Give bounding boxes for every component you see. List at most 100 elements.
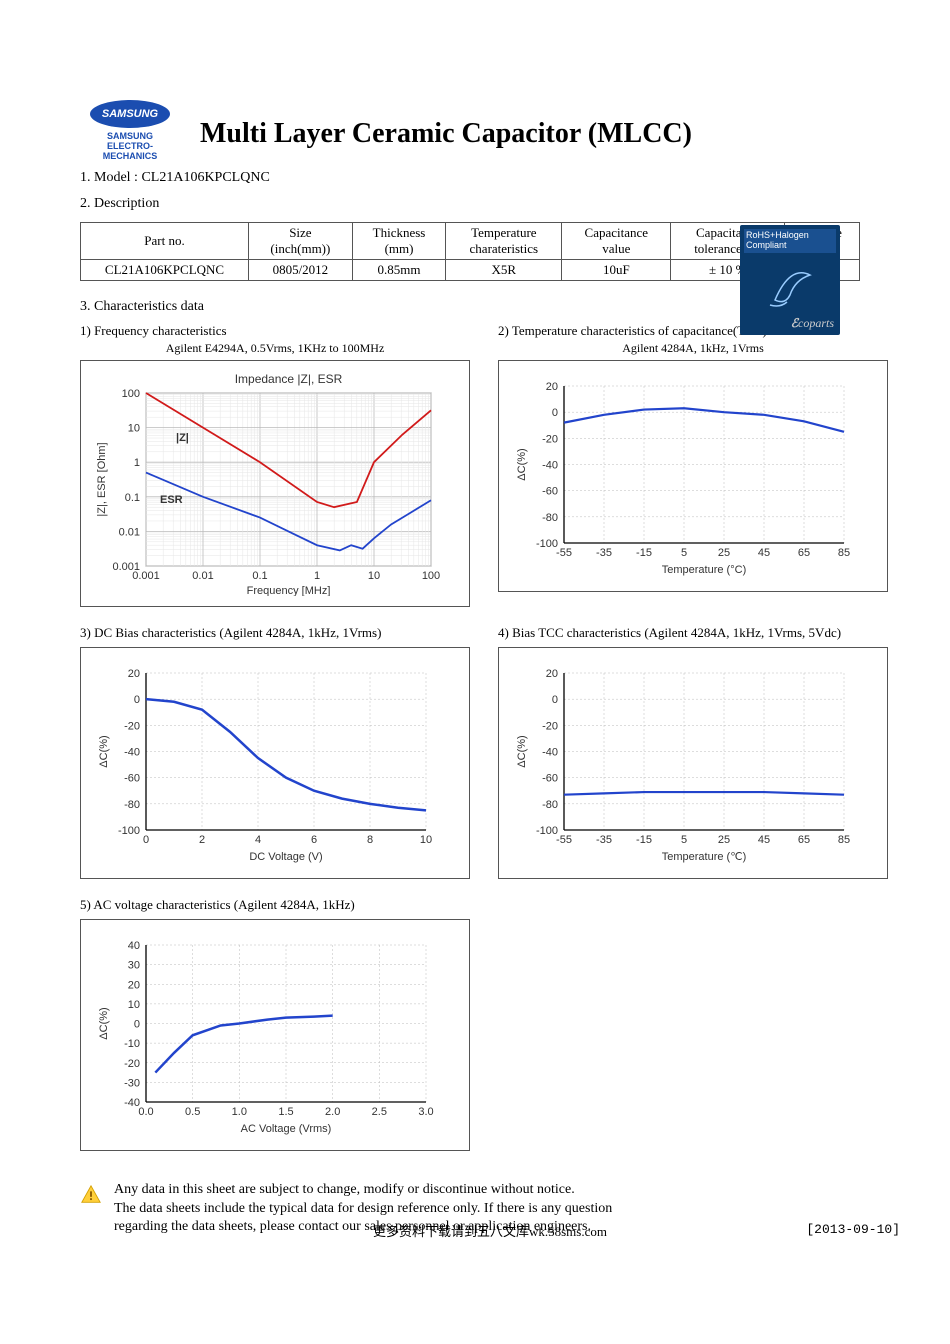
chart3-title: 3) DC Bias characteristics (Agilent 4284… xyxy=(80,625,470,641)
svg-text:0.01: 0.01 xyxy=(119,526,140,538)
chart1-sub: Agilent E4294A, 0.5Vrms, 1KHz to 100MHz xyxy=(80,341,470,356)
svg-text:0: 0 xyxy=(134,1018,140,1030)
chart-biastcc: 4) Bias TCC characteristics (Agilent 428… xyxy=(498,625,888,879)
svg-text:-55: -55 xyxy=(556,547,572,559)
svg-text:ΔC(%): ΔC(%) xyxy=(516,448,528,480)
svg-text:10: 10 xyxy=(368,570,380,582)
svg-text:-20: -20 xyxy=(124,720,140,732)
svg-text:ΔC(%): ΔC(%) xyxy=(516,735,528,767)
svg-text:-20: -20 xyxy=(542,720,558,732)
svg-text:10: 10 xyxy=(420,834,432,846)
svg-text:4: 4 xyxy=(255,834,261,846)
chart-dcbias: 3) DC Bias characteristics (Agilent 4284… xyxy=(80,625,470,879)
table-cell: 0.85mm xyxy=(352,259,446,280)
page-title: Multi Layer Ceramic Capacitor (MLCC) xyxy=(200,118,692,150)
svg-text:-15: -15 xyxy=(636,834,652,846)
svg-text:25: 25 xyxy=(718,547,730,559)
desc-heading: 2. Description xyxy=(80,196,900,212)
svg-text:ΔC(%): ΔC(%) xyxy=(98,1007,110,1039)
table-header: Capacitancevalue xyxy=(562,222,671,259)
model-line: 1. Model : CL21A106KPCLQNC xyxy=(80,170,900,186)
svg-text:-100: -100 xyxy=(536,825,558,837)
svg-text:5: 5 xyxy=(681,547,687,559)
svg-text:0: 0 xyxy=(552,407,558,419)
table-header: Part no. xyxy=(81,222,249,259)
leaf-icon xyxy=(765,260,815,310)
svg-text:DC Voltage (V): DC Voltage (V) xyxy=(249,851,322,863)
table-cell: CL21A106KPCLQNC xyxy=(81,259,249,280)
svg-text:2.5: 2.5 xyxy=(372,1106,387,1118)
svg-text:-35: -35 xyxy=(596,547,612,559)
svg-text:5: 5 xyxy=(681,834,687,846)
svg-text:2: 2 xyxy=(199,834,205,846)
svg-text:85: 85 xyxy=(838,547,850,559)
chart5-title: 5) AC voltage characteristics (Agilent 4… xyxy=(80,897,470,913)
table-header: Thickness(mm) xyxy=(352,222,446,259)
svg-text:-40: -40 xyxy=(124,1097,140,1109)
svg-text:10: 10 xyxy=(128,422,140,434)
svg-text:6: 6 xyxy=(311,834,317,846)
svg-text:100: 100 xyxy=(422,570,440,582)
chart-frequency: 1) Frequency characteristics Agilent E42… xyxy=(80,323,470,607)
svg-text:0.1: 0.1 xyxy=(252,570,267,582)
svg-text:100: 100 xyxy=(122,388,140,400)
footer-l1: Any data in this sheet are subject to ch… xyxy=(114,1182,575,1197)
svg-text:-40: -40 xyxy=(124,746,140,758)
chart1-title: 1) Frequency characteristics xyxy=(80,323,470,339)
eco-badge: RoHS+Halogen Compliant ℰEcopartscoparts xyxy=(740,225,840,335)
table-header: Temperaturecharateristics xyxy=(446,222,562,259)
svg-text:-40: -40 xyxy=(542,459,558,471)
svg-text:-35: -35 xyxy=(596,834,612,846)
footer-l2: The data sheets include the typical data… xyxy=(114,1201,612,1216)
svg-text:30: 30 xyxy=(128,959,140,971)
chart2-sub: Agilent 4284A, 1kHz, 1Vrms xyxy=(498,341,888,356)
svg-text:2.0: 2.0 xyxy=(325,1106,340,1118)
svg-text:20: 20 xyxy=(546,381,558,393)
svg-text:20: 20 xyxy=(546,668,558,680)
svg-text:10: 10 xyxy=(128,999,140,1011)
svg-text:-10: -10 xyxy=(124,1038,140,1050)
svg-text:65: 65 xyxy=(798,834,810,846)
svg-text:0.5: 0.5 xyxy=(185,1106,200,1118)
svg-text:ESR: ESR xyxy=(160,494,183,506)
svg-text:Frequency [MHz]: Frequency [MHz] xyxy=(247,585,331,596)
table-cell: 10uF xyxy=(562,259,671,280)
svg-text:-60: -60 xyxy=(124,772,140,784)
samsung-oval: SAMSUNG xyxy=(90,100,170,128)
svg-text:0.001: 0.001 xyxy=(112,561,140,573)
svg-text:Impedance |Z|, ESR: Impedance |Z|, ESR xyxy=(235,372,343,386)
chart-tcc: 2) Temperature characteristics of capaci… xyxy=(498,323,888,607)
svg-text:-80: -80 xyxy=(542,799,558,811)
svg-text:Temperature (℃): Temperature (℃) xyxy=(662,851,747,863)
svg-text:|Z|: |Z| xyxy=(176,432,189,444)
svg-text:-100: -100 xyxy=(536,538,558,550)
svg-text:1.5: 1.5 xyxy=(278,1106,293,1118)
svg-text:-80: -80 xyxy=(542,512,558,524)
table-cell: 0805/2012 xyxy=(249,259,353,280)
svg-text:-15: -15 xyxy=(636,547,652,559)
svg-text:0.01: 0.01 xyxy=(192,570,213,582)
eco-line2: Compliant xyxy=(746,240,787,250)
date-stamp: [2013-09-10] xyxy=(806,1222,900,1237)
svg-text:8: 8 xyxy=(367,834,373,846)
brand-logo: SAMSUNG SAMSUNG ELECTRO-MECHANICS xyxy=(80,100,180,162)
svg-text:-30: -30 xyxy=(124,1077,140,1089)
chart4-title: 4) Bias TCC characteristics (Agilent 428… xyxy=(498,625,888,641)
svg-text:65: 65 xyxy=(798,547,810,559)
svg-text:ΔC(%): ΔC(%) xyxy=(98,735,110,767)
svg-text:3.0: 3.0 xyxy=(418,1106,433,1118)
svg-text:25: 25 xyxy=(718,834,730,846)
svg-text:AC Voltage (Vrms): AC Voltage (Vrms) xyxy=(241,1123,332,1135)
svg-text:0: 0 xyxy=(552,694,558,706)
svg-text:20: 20 xyxy=(128,979,140,991)
chart-ac: 5) AC voltage characteristics (Agilent 4… xyxy=(80,897,470,1151)
svg-text:0: 0 xyxy=(134,694,140,706)
svg-text:|Z|, ESR [Ohm]: |Z|, ESR [Ohm] xyxy=(96,442,108,516)
svg-text:-100: -100 xyxy=(118,825,140,837)
svg-text:40: 40 xyxy=(128,940,140,952)
svg-text:85: 85 xyxy=(838,834,850,846)
svg-text:-60: -60 xyxy=(542,485,558,497)
warning-icon xyxy=(80,1184,102,1206)
svg-text:-40: -40 xyxy=(542,746,558,758)
ecoparts-text: ℰEcopartscoparts xyxy=(791,316,834,331)
